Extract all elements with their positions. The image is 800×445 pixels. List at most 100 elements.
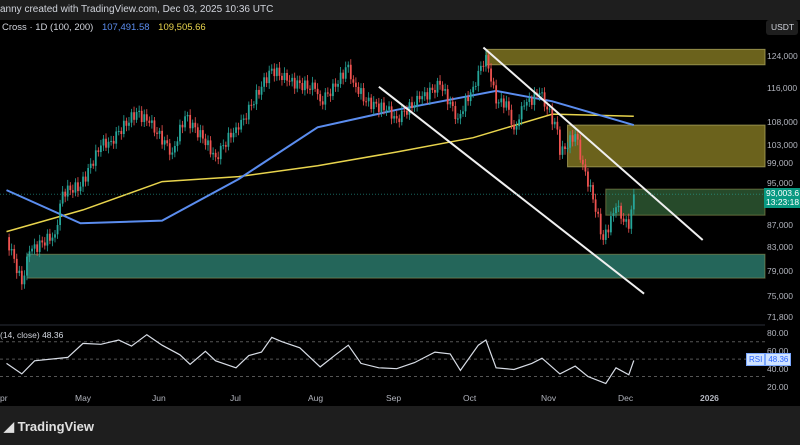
candle [321,101,324,105]
candle [176,141,179,146]
candle [349,64,352,80]
candle [260,86,263,95]
candle [74,182,77,193]
candle [543,92,546,107]
candle [464,96,467,112]
candle [400,110,403,123]
rsi-tick-20: 20.00 [767,382,789,392]
candle [117,131,120,133]
candle [431,87,434,91]
candle [528,98,531,102]
candle [87,168,90,182]
candle [551,108,554,125]
candle [135,111,138,120]
candle [477,70,480,86]
candle [469,92,472,102]
candle [275,67,278,77]
candle [209,140,212,155]
time-tick: Nov [541,393,557,403]
candle [523,105,526,107]
candle [51,237,54,241]
candle [406,110,408,115]
candle [467,96,469,102]
candle [291,77,294,82]
candle [28,251,31,257]
candle [530,98,533,105]
candle [8,237,10,251]
price-tick: 99,000 [767,158,793,169]
candle [617,205,620,208]
candle [377,103,380,112]
candle [265,77,268,84]
candle [490,68,492,82]
candle [556,121,559,130]
candle [122,120,125,135]
candle [224,145,227,147]
candle [332,83,334,97]
price-chart[interactable] [0,0,800,406]
candle [576,134,579,140]
candle [92,163,95,166]
candle [120,131,123,135]
candle [125,120,128,126]
time-tick: pr [0,393,8,403]
candle [107,141,110,148]
supply-zone-top [485,48,766,66]
candle [439,80,441,85]
resistance-zone [605,188,766,216]
candle [426,92,429,100]
candle [268,70,271,84]
candle [105,138,107,148]
candle [421,96,424,100]
candle [296,80,299,89]
candle [398,118,401,123]
candle [207,140,209,146]
candle [130,112,133,123]
candle [20,270,23,285]
candle [365,101,367,103]
candle [69,185,72,191]
candle [38,240,41,252]
candle [324,92,327,105]
candle [444,89,447,91]
candle [145,114,148,121]
candle [258,89,260,95]
candle [383,102,385,111]
candle [385,109,388,111]
candle [283,72,286,81]
candle [100,145,102,153]
candle [232,132,235,138]
candle [143,114,146,123]
candle [13,249,16,259]
candle [612,213,615,217]
candle [298,80,301,84]
candle [71,190,74,193]
attribution-bar: anny created with TradingView.com, Dec 0… [0,0,800,20]
time-tick: Aug [308,393,324,403]
candle [304,80,306,91]
price-tick: 79,000 [767,266,793,277]
candle [630,209,633,229]
candle [632,194,635,210]
candle [245,118,248,120]
candle [94,150,97,166]
candle [168,143,171,155]
candle [622,218,625,222]
candle [247,104,250,120]
candle [495,85,498,104]
candle [227,132,230,147]
tradingview-logo[interactable]: ◢ TradingView [4,419,94,435]
candle [41,240,44,243]
candle [199,130,202,138]
tv-logo-icon: ◢ [4,419,18,434]
currency-button[interactable]: USDT [766,20,798,35]
candle [360,88,362,94]
candle [273,68,276,77]
candle [579,139,582,160]
rsi-tick-60: 60.00 [767,346,789,356]
candle [286,72,288,81]
candle [97,150,100,153]
candle [219,145,222,160]
candle [370,97,373,110]
candle [66,185,69,197]
